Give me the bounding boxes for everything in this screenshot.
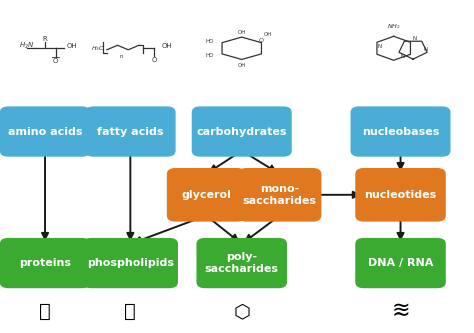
Text: phospholipids: phospholipids bbox=[87, 258, 174, 268]
Text: N: N bbox=[423, 47, 428, 52]
Text: nucleotides: nucleotides bbox=[365, 190, 437, 200]
Text: N: N bbox=[401, 54, 405, 59]
Text: mono-
saccharides: mono- saccharides bbox=[243, 184, 317, 205]
Text: glycerol: glycerol bbox=[181, 190, 231, 200]
FancyBboxPatch shape bbox=[83, 238, 178, 288]
FancyBboxPatch shape bbox=[191, 107, 292, 157]
FancyBboxPatch shape bbox=[355, 238, 446, 288]
Text: fatty acids: fatty acids bbox=[97, 127, 164, 137]
Text: 🫧: 🫧 bbox=[125, 302, 136, 321]
Text: N: N bbox=[378, 44, 382, 49]
Text: $H_3C$: $H_3C$ bbox=[91, 44, 105, 53]
FancyBboxPatch shape bbox=[85, 107, 175, 157]
Text: 🧬: 🧬 bbox=[39, 302, 51, 321]
FancyBboxPatch shape bbox=[167, 168, 246, 222]
Text: ⬡: ⬡ bbox=[233, 302, 250, 321]
Text: OH: OH bbox=[161, 43, 172, 49]
Text: O: O bbox=[53, 58, 58, 64]
Text: n: n bbox=[119, 54, 122, 59]
Text: $H_2N$: $H_2N$ bbox=[19, 41, 35, 51]
FancyBboxPatch shape bbox=[238, 168, 321, 222]
Text: N: N bbox=[412, 36, 416, 41]
Text: HO: HO bbox=[205, 53, 214, 58]
Text: R: R bbox=[43, 36, 47, 42]
Text: DNA / RNA: DNA / RNA bbox=[368, 258, 433, 268]
Text: OH: OH bbox=[66, 43, 77, 49]
Text: amino acids: amino acids bbox=[8, 127, 82, 137]
Text: poly-
saccharides: poly- saccharides bbox=[205, 252, 279, 274]
Text: carbohydrates: carbohydrates bbox=[197, 127, 287, 137]
Text: OH: OH bbox=[237, 63, 246, 68]
Text: HO: HO bbox=[205, 39, 214, 44]
Text: nucleobases: nucleobases bbox=[362, 127, 439, 137]
FancyBboxPatch shape bbox=[196, 238, 287, 288]
FancyBboxPatch shape bbox=[0, 107, 90, 157]
Text: $NH_2$: $NH_2$ bbox=[387, 22, 401, 31]
FancyBboxPatch shape bbox=[350, 107, 450, 157]
Text: O: O bbox=[151, 57, 156, 63]
Text: O: O bbox=[259, 38, 264, 43]
Text: proteins: proteins bbox=[19, 258, 71, 268]
Text: OH: OH bbox=[237, 30, 246, 35]
FancyBboxPatch shape bbox=[0, 238, 90, 288]
Text: ≋: ≋ bbox=[391, 301, 410, 321]
FancyBboxPatch shape bbox=[355, 168, 446, 222]
Text: OH: OH bbox=[264, 32, 273, 37]
